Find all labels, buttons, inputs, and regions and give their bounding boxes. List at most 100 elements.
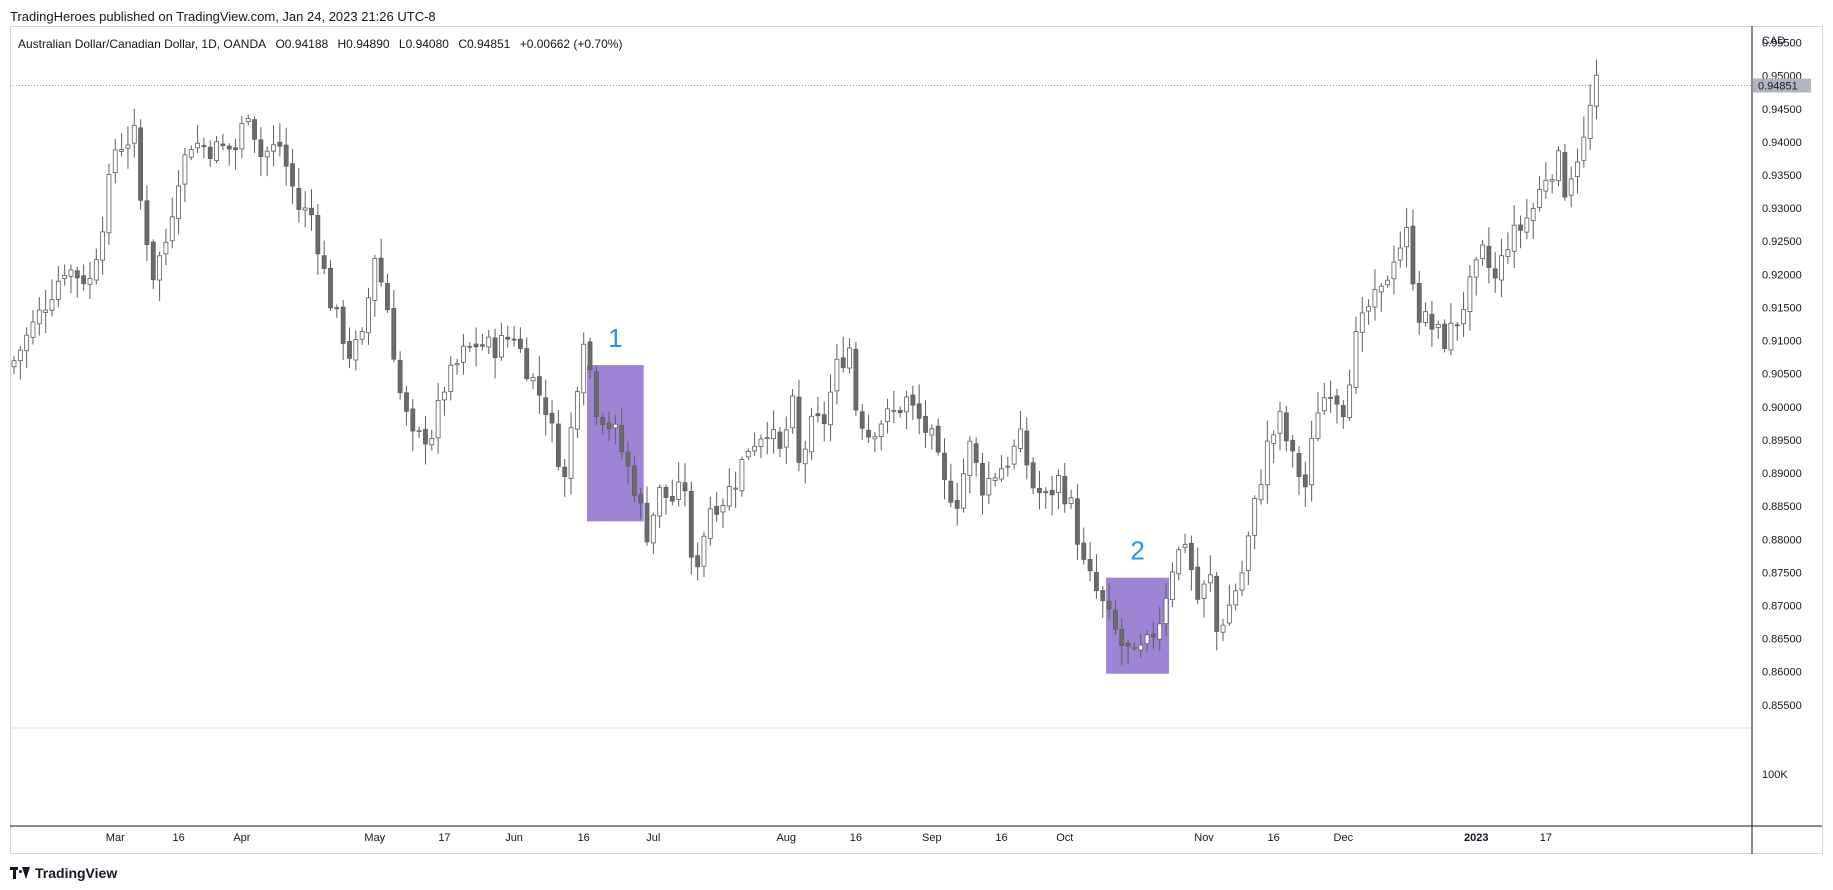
candle-body xyxy=(1176,549,1182,575)
candle-body xyxy=(1429,313,1435,330)
candle xyxy=(739,456,745,497)
candle xyxy=(1182,533,1188,554)
candle xyxy=(954,482,960,526)
candle-body xyxy=(1391,261,1397,280)
candle-body xyxy=(1423,311,1428,323)
candle xyxy=(1030,456,1036,495)
candle-body xyxy=(138,127,144,201)
candle xyxy=(81,264,87,291)
candle-body xyxy=(1226,604,1232,624)
footer-brand[interactable]: TradingView xyxy=(10,865,117,881)
candle xyxy=(1429,300,1435,347)
candle xyxy=(442,387,447,416)
candle-body xyxy=(688,490,694,558)
candle-body xyxy=(726,486,732,507)
candle-body xyxy=(511,338,517,341)
candle-body xyxy=(1100,590,1106,602)
candle xyxy=(701,531,707,578)
candle-body xyxy=(480,344,485,347)
candle xyxy=(980,452,985,515)
x-tick-label: Apr xyxy=(233,832,250,844)
candle xyxy=(112,138,118,184)
x-tick-label: 16 xyxy=(172,832,184,844)
candle-body xyxy=(1030,462,1036,489)
candle-body xyxy=(980,463,985,496)
candle-body xyxy=(1530,208,1536,222)
candle xyxy=(796,379,802,472)
candle xyxy=(467,342,473,353)
candle xyxy=(688,481,694,575)
candle xyxy=(1473,256,1479,296)
candle xyxy=(207,140,213,167)
x-tick-label: 17 xyxy=(1540,832,1552,844)
candle-body xyxy=(277,141,283,147)
candle xyxy=(1568,166,1574,208)
candle-body xyxy=(30,321,36,338)
candle-body xyxy=(378,257,384,283)
candle-body xyxy=(1404,227,1409,248)
candle xyxy=(138,119,144,210)
published-line: TradingHeroes published on TradingView.c… xyxy=(10,9,436,24)
candle xyxy=(277,123,283,157)
candle xyxy=(1245,531,1251,585)
candle-body xyxy=(1056,475,1061,493)
tradingview-logo-icon xyxy=(10,867,30,879)
candle-body xyxy=(1378,285,1384,293)
candle-body xyxy=(359,331,365,340)
candle-body xyxy=(853,348,859,411)
candle xyxy=(530,373,536,390)
candle xyxy=(391,290,397,363)
candle xyxy=(378,238,384,287)
candle xyxy=(302,191,308,228)
candle xyxy=(1151,621,1156,649)
candle-body xyxy=(1233,590,1239,606)
candle xyxy=(1169,562,1175,608)
candle xyxy=(568,412,574,495)
candle-body xyxy=(499,335,504,358)
candle xyxy=(1252,495,1258,550)
candle xyxy=(1018,410,1023,453)
candle-body xyxy=(207,146,213,160)
candle xyxy=(290,149,295,205)
candle-body xyxy=(188,149,194,158)
candle xyxy=(847,338,852,374)
candle-body xyxy=(328,267,333,309)
candle xyxy=(1347,369,1353,421)
candle xyxy=(87,261,93,299)
candle xyxy=(536,356,542,414)
candle xyxy=(682,463,688,507)
candle xyxy=(859,404,865,440)
legend-open: O0.94188 xyxy=(275,37,329,51)
candle xyxy=(809,407,814,461)
candle-body xyxy=(283,144,289,167)
candle xyxy=(1283,406,1289,452)
candle-body xyxy=(562,466,568,478)
candle xyxy=(1486,227,1492,284)
candle-body xyxy=(1435,324,1441,329)
candle-body xyxy=(1252,498,1258,536)
candle-body xyxy=(1385,279,1391,286)
candle-body xyxy=(423,429,428,445)
y-tick-label: 0.91500 xyxy=(1762,302,1802,314)
candle xyxy=(397,351,403,400)
candle xyxy=(1594,59,1599,120)
candle xyxy=(1068,489,1074,510)
candle xyxy=(448,356,454,401)
candle-body xyxy=(1442,323,1447,349)
candle xyxy=(828,374,833,442)
candle-body xyxy=(416,430,422,433)
candle xyxy=(1005,456,1011,477)
candle-body xyxy=(1075,498,1080,545)
candle-body xyxy=(701,535,707,567)
candle xyxy=(1315,392,1321,442)
candle xyxy=(1435,320,1441,339)
candle xyxy=(1328,380,1334,413)
candle-body xyxy=(1416,282,1422,323)
candle xyxy=(1138,633,1144,659)
candle-body xyxy=(752,445,758,452)
candle-body xyxy=(948,480,954,503)
candle-body xyxy=(473,343,479,348)
candle-body xyxy=(897,410,903,414)
candle xyxy=(1214,571,1220,651)
